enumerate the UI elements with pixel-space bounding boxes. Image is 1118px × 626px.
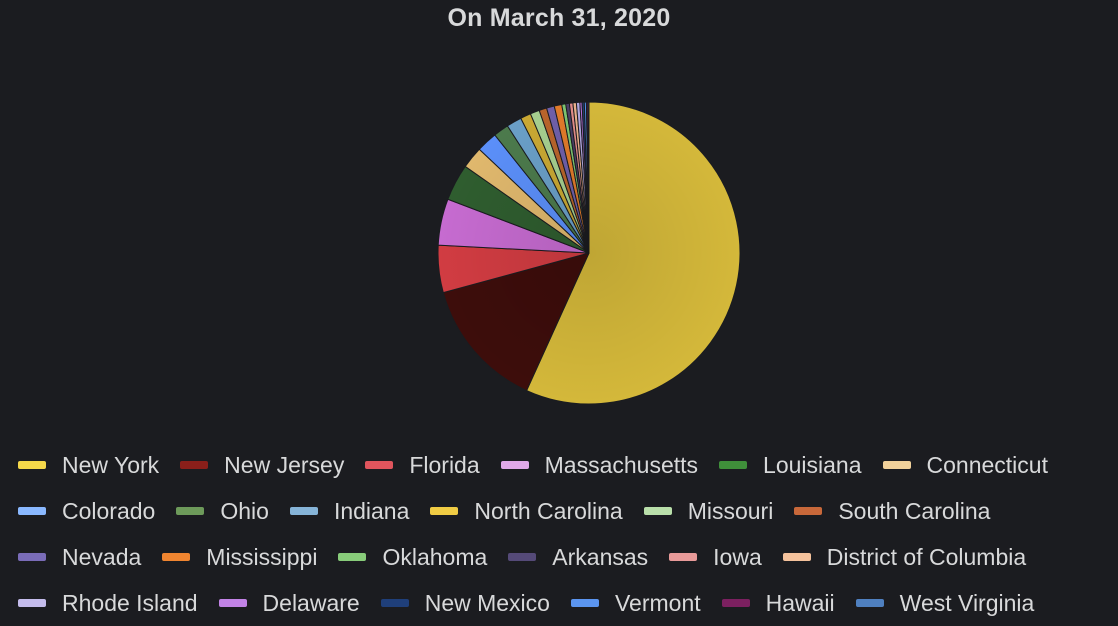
legend-item-iowa[interactable]: Iowa — [669, 544, 762, 571]
legend-item-rhode-island[interactable]: Rhode Island — [18, 590, 198, 617]
legend-label: Delaware — [262, 589, 360, 616]
legend-item-indiana[interactable]: Indiana — [289, 497, 410, 525]
legend-row: Rhode Island Delaware New Mexico Vermont Haw… — [18, 580, 1113, 626]
chart-title: On March 31, 2020 — [447, 4, 671, 32]
legend-item-ohio[interactable]: Ohio — [176, 498, 269, 525]
legend-label: Ohio — [220, 497, 269, 524]
legend-item-arkansas[interactable]: Arkansas — [508, 544, 648, 571]
legend-item-new-york[interactable]: New York — [18, 452, 159, 479]
legend-item-south-carolina[interactable]: South Carolina — [794, 498, 990, 525]
legend-item-florida[interactable]: Florida — [365, 451, 480, 479]
legend-row: New York New Jersey Florida Massachusetts Lo… — [18, 442, 1113, 488]
legend-label: South Carolina — [838, 497, 991, 524]
legend-row: Nevada Mississippi Oklahoma Arkansas Iowa Dis… — [18, 534, 1113, 580]
legend-label: New Jersey — [224, 451, 345, 478]
legend-swatch — [669, 553, 698, 561]
legend-label: District of Columbia — [826, 543, 1027, 570]
legend-item-louisiana[interactable]: Louisiana — [719, 451, 862, 479]
legend-label: Florida — [409, 451, 480, 478]
legend-swatch — [782, 553, 811, 561]
legend-label: Connecticut — [926, 451, 1048, 478]
legend-label: Indiana — [333, 497, 410, 524]
legend-label: Massachusetts — [544, 451, 699, 478]
legend-swatch — [18, 507, 46, 515]
legend-item-colorado[interactable]: Colorado — [18, 498, 155, 525]
legend-item-oklahoma[interactable]: Oklahoma — [338, 544, 487, 571]
legend-item-hawaii[interactable]: Hawaii — [721, 589, 835, 617]
legend-swatch — [380, 599, 409, 607]
legend-label: Colorado — [62, 497, 156, 524]
legend-swatch — [218, 599, 247, 607]
legend-swatch — [794, 507, 823, 515]
legend-swatch — [430, 507, 459, 515]
legend-label: Vermont — [614, 589, 701, 616]
legend-swatch — [18, 553, 46, 561]
legend-swatch — [570, 599, 599, 607]
legend-item-new-mexico[interactable]: New Mexico — [380, 589, 550, 617]
legend-item-new-jersey[interactable]: New Jersey — [180, 452, 344, 479]
legend-swatch — [18, 461, 46, 469]
legend-label: Rhode Island — [62, 589, 198, 616]
legend-item-delaware[interactable]: Delaware — [218, 589, 360, 617]
legend-label: Oklahoma — [382, 543, 488, 570]
legend-label: New York — [62, 451, 160, 478]
legend-label: New Mexico — [424, 589, 550, 616]
legend-item-north-carolina[interactable]: North Carolina — [430, 497, 623, 525]
legend-label: Iowa — [713, 543, 762, 570]
legend-item-vermont[interactable]: Vermont — [570, 589, 701, 617]
legend-row: Colorado Ohio Indiana North Carolina Missour… — [18, 488, 1113, 534]
legend-swatch — [643, 507, 672, 515]
legend-item-mississippi[interactable]: Mississippi — [162, 544, 317, 571]
legend-label: Louisiana — [763, 451, 862, 478]
legend-label: Mississippi — [206, 543, 318, 570]
legend-label: Arkansas — [552, 543, 649, 570]
legend-swatch — [721, 599, 750, 607]
legend-swatch — [365, 461, 394, 469]
legend-label: West Virginia — [899, 589, 1035, 616]
legend-swatch — [719, 461, 748, 469]
legend-item-nevada[interactable]: Nevada — [18, 544, 141, 571]
chart-legend: New York New Jersey Florida Massachusetts Lo… — [18, 442, 1113, 626]
legend-swatch — [180, 461, 209, 469]
legend-swatch — [289, 507, 318, 515]
legend-swatch — [338, 553, 367, 561]
legend-item-missouri[interactable]: Missouri — [643, 497, 774, 525]
legend-item-district-of-columbia[interactable]: District of Columbia — [782, 543, 1027, 571]
legend-swatch — [882, 461, 911, 469]
legend-label: North Carolina — [474, 497, 623, 524]
legend-swatch — [508, 553, 537, 561]
legend-label: Missouri — [687, 497, 774, 524]
legend-item-massachusetts[interactable]: Massachusetts — [500, 451, 699, 479]
legend-swatch — [18, 599, 46, 607]
legend-swatch — [500, 461, 529, 469]
pie-chart — [437, 101, 741, 405]
legend-label: Nevada — [62, 543, 142, 570]
legend-swatch — [855, 599, 884, 607]
legend-item-west-virginia[interactable]: West Virginia — [855, 589, 1035, 617]
legend-swatch — [176, 507, 205, 515]
legend-swatch — [162, 553, 191, 561]
legend-item-connecticut[interactable]: Connecticut — [882, 451, 1048, 479]
legend-label: Hawaii — [765, 589, 835, 616]
